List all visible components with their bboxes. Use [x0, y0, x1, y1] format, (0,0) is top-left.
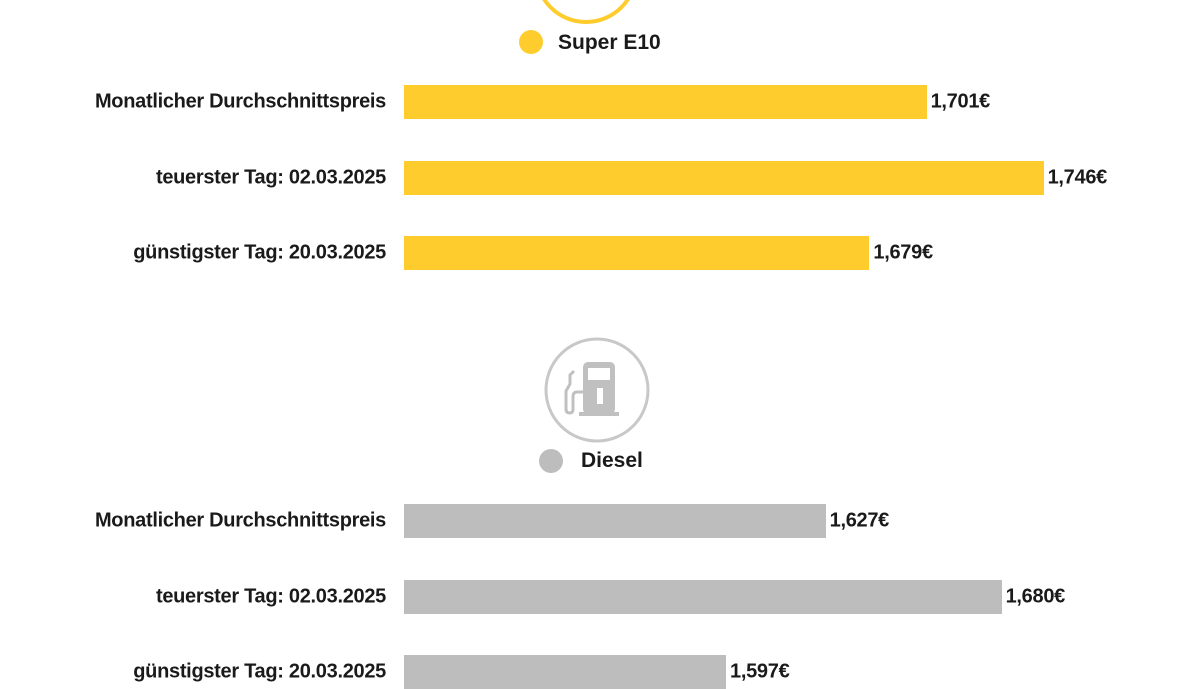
- bar: [404, 580, 1002, 614]
- category-label: teuerster Tag: 02.03.2025: [155, 166, 386, 189]
- bar: [404, 655, 727, 689]
- fuel-pump-icon-diesel: [544, 337, 650, 443]
- category-label: günstigster Tag: 20.03.2025: [133, 660, 386, 683]
- bar: [404, 161, 1044, 195]
- legend-dot-diesel: [539, 449, 563, 473]
- fuel-icons: [542, 0, 650, 443]
- data-label: 1,627€: [829, 509, 890, 532]
- bar: [404, 504, 826, 538]
- bar: [404, 85, 927, 119]
- legend-dot-super-e10: [519, 30, 543, 54]
- data-label: 1,679€: [873, 241, 933, 264]
- fuel-pump-icon-super-e10: [542, 0, 630, 24]
- legend-label-diesel: Diesel: [581, 449, 643, 472]
- data-label: 1,597€: [730, 660, 790, 683]
- bar: [404, 236, 870, 270]
- data-label: 1,746€: [1047, 166, 1108, 189]
- category-label: Monatlicher Durchschnittspreis: [94, 90, 386, 113]
- data-label: 1,680€: [1005, 585, 1066, 608]
- category-label: günstigster Tag: 20.03.2025: [133, 241, 386, 264]
- category-label: teuerster Tag: 02.03.2025: [155, 585, 386, 608]
- legend-label-super-e10: Super E10: [558, 31, 661, 54]
- category-label: Monatlicher Durchschnittspreis: [94, 509, 386, 532]
- data-label: 1,701€: [930, 90, 991, 113]
